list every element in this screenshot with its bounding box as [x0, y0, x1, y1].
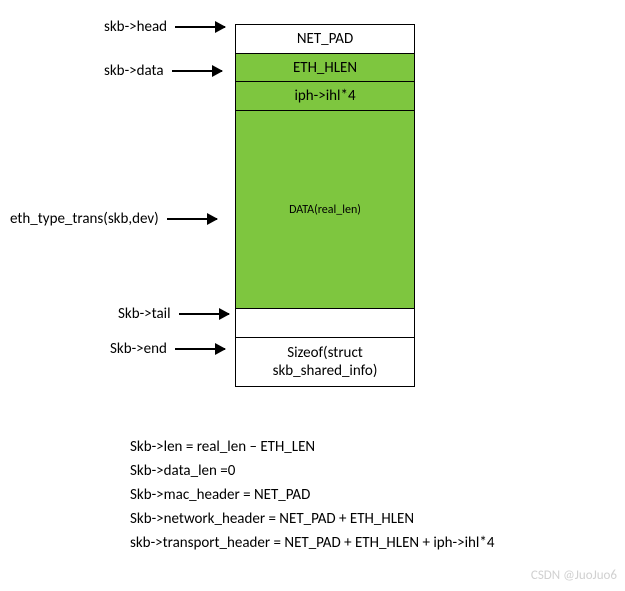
box-net-pad: NET_PAD: [235, 24, 415, 54]
box-data-real-len: DATA(real_len): [235, 110, 415, 310]
box-sizeof-shared-info: Sizeof(struct skb_shared_info): [235, 337, 415, 387]
arrow-line-icon: [179, 313, 229, 315]
label-skb-end: Skb->end: [110, 340, 175, 358]
label-skb-head: skb->head: [104, 18, 175, 36]
label-skb-tail: Skb->tail: [118, 305, 179, 323]
arrow-line-icon: [167, 218, 217, 220]
note-line: Skb->mac_header = NET_PAD: [130, 483, 494, 507]
arrow-eth-type-trans: eth_type_trans(skb,dev): [10, 210, 217, 228]
arrow-skb-tail: Skb->tail: [118, 305, 229, 323]
box-tailroom: [235, 308, 415, 338]
arrow-line-icon: [175, 348, 225, 350]
label-eth-type-trans: eth_type_trans(skb,dev): [10, 210, 167, 228]
arrow-line-icon: [172, 70, 222, 72]
skb-buffer-stack: NET_PAD ETH_HLEN iph->ihl*4 DATA(real_le…: [235, 24, 415, 387]
label-skb-data: skb->data: [104, 62, 172, 80]
note-line: Skb->data_len =0: [130, 459, 494, 483]
box-iph-ihl: iph->ihl*4: [235, 81, 415, 111]
notes-block: Skb->len = real_len – ETH_LENSkb->data_l…: [130, 435, 494, 555]
note-line: skb->transport_header = NET_PAD + ETH_HL…: [130, 531, 494, 555]
arrow-skb-head: skb->head: [104, 18, 225, 36]
box-eth-hlen: ETH_HLEN: [235, 53, 415, 83]
note-line: Skb->len = real_len – ETH_LEN: [130, 435, 494, 459]
arrow-skb-end: Skb->end: [110, 340, 225, 358]
arrow-skb-data: skb->data: [104, 62, 222, 80]
watermark-text: CSDN @JuoJuo6: [531, 568, 617, 583]
arrow-line-icon: [175, 26, 225, 28]
diagram-container: NET_PAD ETH_HLEN iph->ihl*4 DATA(real_le…: [0, 0, 625, 591]
note-line: Skb->network_header = NET_PAD + ETH_HLEN: [130, 507, 494, 531]
